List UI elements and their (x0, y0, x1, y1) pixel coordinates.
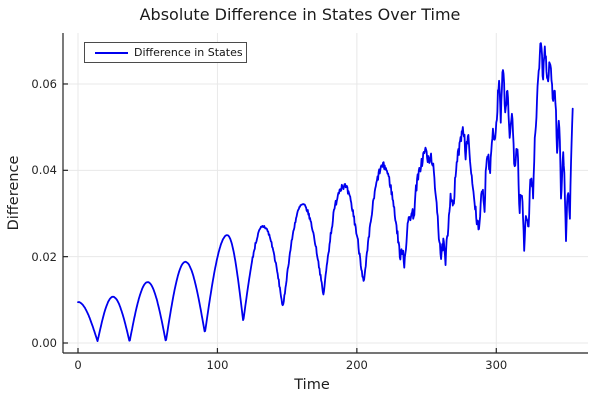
plot-title: Absolute Difference in States Over Time (139, 5, 461, 24)
y-tick-label: 0.04 (31, 163, 57, 178)
legend-box: Difference in States (84, 42, 247, 63)
legend-line-sample-icon (95, 51, 128, 54)
legend-label: Difference in States (134, 46, 243, 59)
y-tick-label: 0.00 (31, 336, 57, 350)
y-tick-label: 0.06 (31, 76, 57, 91)
x-tick-label: 0 (74, 358, 82, 372)
x-tick-label: 200 (345, 358, 368, 372)
y-tick-label: 0.02 (31, 249, 57, 264)
x-tick-label: 100 (206, 358, 229, 372)
x-axis-label: Time (294, 377, 330, 393)
x-tick-label: 300 (485, 358, 508, 372)
difference-series-line (77, 42, 574, 343)
y-axis-label: Difference (6, 155, 22, 231)
